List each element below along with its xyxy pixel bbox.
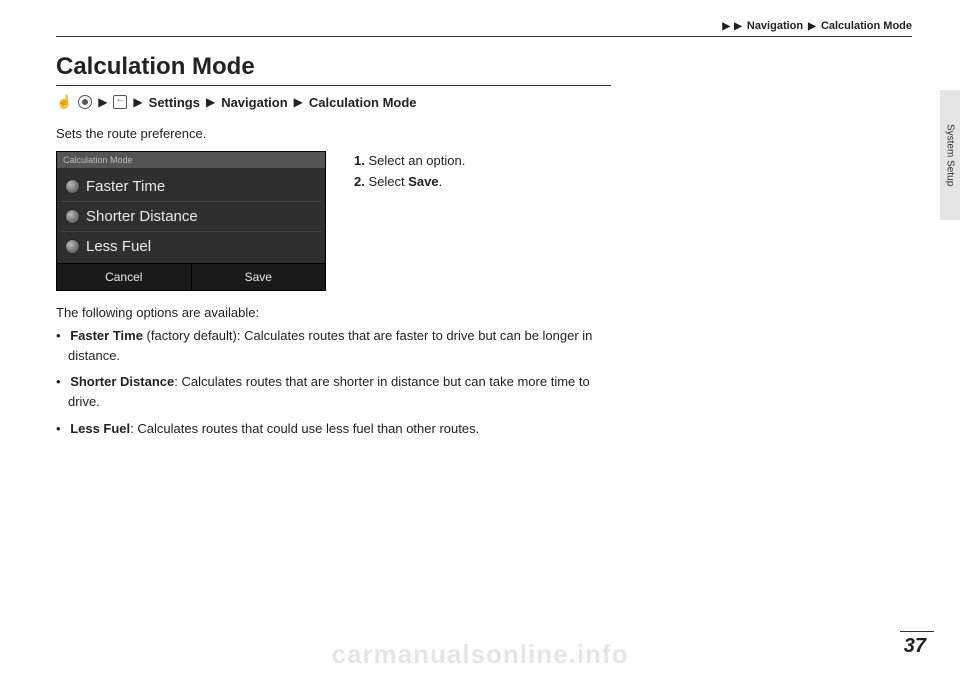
page: ▶ ▶ Navigation ▶ Calculation Mode Calcula… [0, 0, 960, 678]
radio-icon [65, 209, 80, 224]
step: 2. Select Save. [354, 172, 465, 193]
chevron-right-icon: ▶ [98, 95, 107, 109]
nav-path-item: Settings [149, 95, 200, 110]
step: 1. Select an option. [354, 151, 465, 172]
chevron-right-icon: ▶ [722, 21, 730, 32]
option-desc: : Calculates routes that could use less … [130, 421, 479, 436]
radio-icon [65, 179, 80, 194]
screenshot-title: Calculation Mode [57, 152, 325, 168]
option-name: Less Fuel [70, 421, 130, 436]
screenshot-mock: Calculation Mode Faster Time Shorter Dis… [56, 151, 326, 291]
chevron-right-icon: ▶ [294, 95, 303, 109]
option-item: Less Fuel: Calculates routes that could … [56, 419, 616, 439]
option-name: Faster Time [70, 328, 143, 343]
nav-path-item: Calculation Mode [309, 95, 417, 110]
screenshot-option[interactable]: Faster Time [61, 172, 321, 202]
screenshot-option-label: Less Fuel [86, 238, 151, 255]
page-number: 37 [904, 635, 926, 658]
step-bold: Save [408, 174, 438, 189]
side-tab: System Setup [940, 90, 960, 220]
screenshot-option[interactable]: Shorter Distance [61, 202, 321, 232]
screenshot-footer: Cancel Save [57, 263, 325, 290]
option-item: Faster Time (factory default): Calculate… [56, 326, 616, 366]
breadcrumb-item: Navigation [747, 20, 803, 32]
back-icon [113, 95, 127, 109]
step-number: 1. [354, 153, 365, 168]
chevron-right-icon: ▶ [133, 95, 142, 109]
screenshot-option[interactable]: Less Fuel [61, 232, 321, 261]
option-name: Shorter Distance [70, 374, 174, 389]
breadcrumb-item: Calculation Mode [821, 20, 912, 32]
option-note: (factory default) [143, 328, 237, 343]
nav-path-item: Navigation [221, 95, 287, 110]
page-title: Calculation Mode [56, 53, 912, 81]
watermark: carmanualsonline.info [332, 639, 629, 670]
option-item: Shorter Distance: Calculates routes that… [56, 372, 616, 412]
steps: 1. Select an option. 2. Select Save. [354, 151, 465, 291]
options-list: Faster Time (factory default) : Calculate… [56, 326, 616, 439]
chevron-right-icon: ▶ [206, 95, 215, 109]
chevron-right-icon: ▶ [808, 21, 816, 32]
step-prefix: Select [368, 174, 408, 189]
page-number-line [900, 631, 934, 632]
hand-icon: ☝ [56, 94, 72, 110]
step-number: 2. [354, 174, 365, 189]
home-icon [78, 95, 92, 109]
cancel-button[interactable]: Cancel [57, 264, 192, 290]
screenshot-body: Faster Time Shorter Distance Less Fuel [57, 168, 325, 263]
content-row: Calculation Mode Faster Time Shorter Dis… [56, 151, 912, 291]
chevron-right-icon: ▶ [734, 21, 742, 32]
save-button[interactable]: Save [192, 264, 326, 290]
step-suffix: . [439, 174, 443, 189]
options-intro: The following options are available: [56, 305, 912, 320]
intro-text: Sets the route preference. [56, 126, 912, 141]
screenshot-option-label: Shorter Distance [86, 208, 198, 225]
step-text: Select an option. [368, 153, 465, 168]
radio-icon [65, 239, 80, 254]
side-tab-label: System Setup [945, 124, 956, 186]
divider [56, 36, 912, 37]
nav-path: ☝ ▶ ▶ Settings ▶ Navigation ▶ Calculatio… [56, 94, 912, 110]
top-breadcrumb: ▶ ▶ Navigation ▶ Calculation Mode [56, 20, 912, 32]
screenshot-option-label: Faster Time [86, 178, 165, 195]
title-underline [56, 85, 611, 86]
